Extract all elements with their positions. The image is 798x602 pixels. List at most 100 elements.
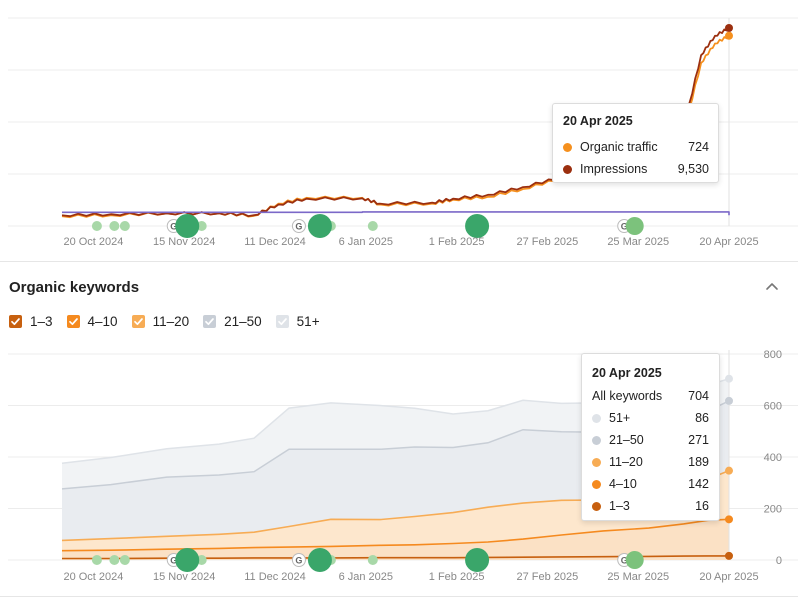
event-marker[interactable] (367, 221, 378, 231)
section-divider (0, 261, 798, 262)
tooltip-value: 271 (688, 433, 709, 447)
event-marker[interactable] (119, 555, 130, 565)
tooltip-row-51-plus: 51+ 86 (592, 407, 709, 429)
area-11-20-end-point (725, 466, 733, 475)
area-21-50-end-point (725, 396, 733, 405)
checkbox-icon[interactable] (131, 315, 145, 328)
checkbox-icon[interactable] (9, 315, 22, 328)
x-tick-label: 25 Mar 2025 (607, 236, 669, 248)
google-update-marker[interactable] (307, 548, 332, 572)
tooltip-label: All keywords (592, 389, 663, 403)
checkbox-icon[interactable] (66, 315, 80, 328)
checkbox-icon[interactable] (203, 315, 217, 328)
event-marker[interactable] (91, 555, 102, 565)
google-update-marker[interactable] (625, 217, 644, 235)
google-update-marker[interactable] (465, 214, 490, 238)
legend-item-11-20[interactable]: 11–20 (131, 314, 189, 329)
area-11-20 (62, 470, 729, 551)
x-tick-label: 6 Jan 2025 (339, 571, 393, 583)
google-update-marker[interactable] (465, 548, 490, 572)
area-1-3-line (62, 555, 729, 560)
event-marker[interactable] (196, 221, 207, 231)
impressions-end-point (725, 24, 733, 32)
legend-label: 51+ (296, 314, 320, 329)
organic-traffic-end-point (725, 31, 733, 40)
area-4-10-line (61, 518, 730, 552)
keywords-legend: 1–3 4–10 11–20 21–50 51+ (9, 314, 334, 329)
google-icon[interactable] (291, 219, 306, 233)
keywords-x-axis: 20 Oct 2024 15 Nov 2024 11 Dec 2024 6 Jan 2… (63, 571, 758, 583)
y-tick-label: 400 (764, 452, 782, 464)
x-tick-label: 1 Feb 2025 (429, 571, 485, 583)
tooltip-label: 51+ (609, 411, 631, 425)
area-4-10-end-point (725, 515, 733, 524)
kw-11-20-dot (592, 457, 601, 467)
traffic-x-axis: 20 Oct 2024 15 Nov 2024 11 Dec 2024 6 Jan 2… (63, 236, 758, 248)
x-tick-label: 27 Feb 2025 (517, 236, 579, 248)
section-divider (0, 596, 798, 597)
y-tick-label: 600 (764, 401, 782, 413)
tooltip-row-all-keywords: All keywords 704 (592, 385, 709, 407)
tooltip-row-21-50: 21–50 271 (592, 429, 709, 451)
tooltip-value: 16 (695, 499, 709, 513)
event-marker[interactable] (91, 221, 102, 231)
kw-21-50-dot (592, 435, 601, 445)
checkbox-icon[interactable] (275, 315, 289, 328)
keywords-areas (61, 377, 730, 560)
section-title: Organic keywords (9, 279, 140, 296)
x-tick-label: 1 Feb 2025 (429, 236, 485, 248)
kw-1-3-dot (592, 501, 601, 511)
x-tick-label: 15 Nov 2024 (153, 571, 215, 583)
purple-series-line (62, 211, 730, 216)
x-tick-label: 20 Apr 2025 (699, 571, 758, 583)
google-update-marker[interactable] (175, 548, 200, 572)
legend-item-1-3[interactable]: 1–3 (9, 314, 53, 329)
event-marker[interactable] (367, 555, 378, 565)
event-marker[interactable] (109, 555, 120, 565)
tooltip-date: 20 Apr 2025 (563, 114, 633, 128)
google-update-marker[interactable] (625, 551, 644, 569)
event-marker[interactable] (109, 221, 120, 231)
x-tick-label: 20 Apr 2025 (699, 236, 758, 248)
area-51-plus-end-point (725, 374, 733, 383)
x-tick-label: 15 Nov 2024 (153, 236, 215, 248)
area-51-plus (62, 378, 729, 489)
kw-4-10-dot (592, 479, 601, 489)
legend-item-51-plus[interactable]: 51+ (275, 314, 320, 329)
tooltip-value: 724 (688, 140, 709, 154)
google-icon-glyph: G (295, 222, 302, 232)
keywords-chart[interactable]: G G G 20 Oct 2024 15 Nov 2024 11 Dec 2024 6 J… (0, 345, 798, 595)
tooltip-value: 9,530 (677, 162, 709, 176)
y-tick-label: 0 (776, 555, 782, 567)
google-icon[interactable] (291, 553, 306, 567)
google-update-marker[interactable] (307, 214, 332, 238)
event-marker[interactable] (119, 221, 130, 231)
tooltip-row-1-3: 1–3 16 (592, 495, 709, 517)
google-icon-glyph: G (170, 222, 177, 232)
legend-item-4-10[interactable]: 4–10 (66, 314, 118, 329)
event-marker[interactable] (196, 555, 207, 565)
x-tick-label: 25 Mar 2025 (607, 571, 669, 583)
tooltip-label: Organic traffic (580, 140, 658, 154)
area-1-3-end-point (725, 551, 733, 560)
google-icon-glyph: G (295, 556, 302, 566)
y-tick-label: 200 (764, 504, 782, 516)
keywords-end-markers (725, 374, 733, 560)
keywords-y-axis: 800 600 400 200 0 (764, 349, 782, 567)
legend-item-21-50[interactable]: 21–50 (203, 314, 262, 329)
tooltip-label: Impressions (580, 162, 648, 176)
traffic-chart[interactable]: G G G 20 Oct 2024 15 Nov 2024 11 Dec 2024 6 J… (0, 0, 798, 260)
tooltip-label: 4–10 (609, 477, 637, 491)
tooltip-label: 11–20 (609, 455, 643, 469)
area-21-50 (62, 400, 729, 541)
kw-51-plus-dot (592, 413, 601, 423)
x-tick-label: 20 Oct 2024 (63, 571, 123, 583)
tooltip-value: 86 (695, 411, 709, 425)
collapse-chevron-icon[interactable] (764, 279, 780, 295)
impressions-dot (563, 164, 572, 174)
traffic-tooltip: 20 Apr 2025 Organic traffic 724 Impressi… (552, 103, 719, 183)
x-tick-label: 6 Jan 2025 (339, 236, 393, 248)
google-update-marker[interactable] (175, 214, 200, 238)
